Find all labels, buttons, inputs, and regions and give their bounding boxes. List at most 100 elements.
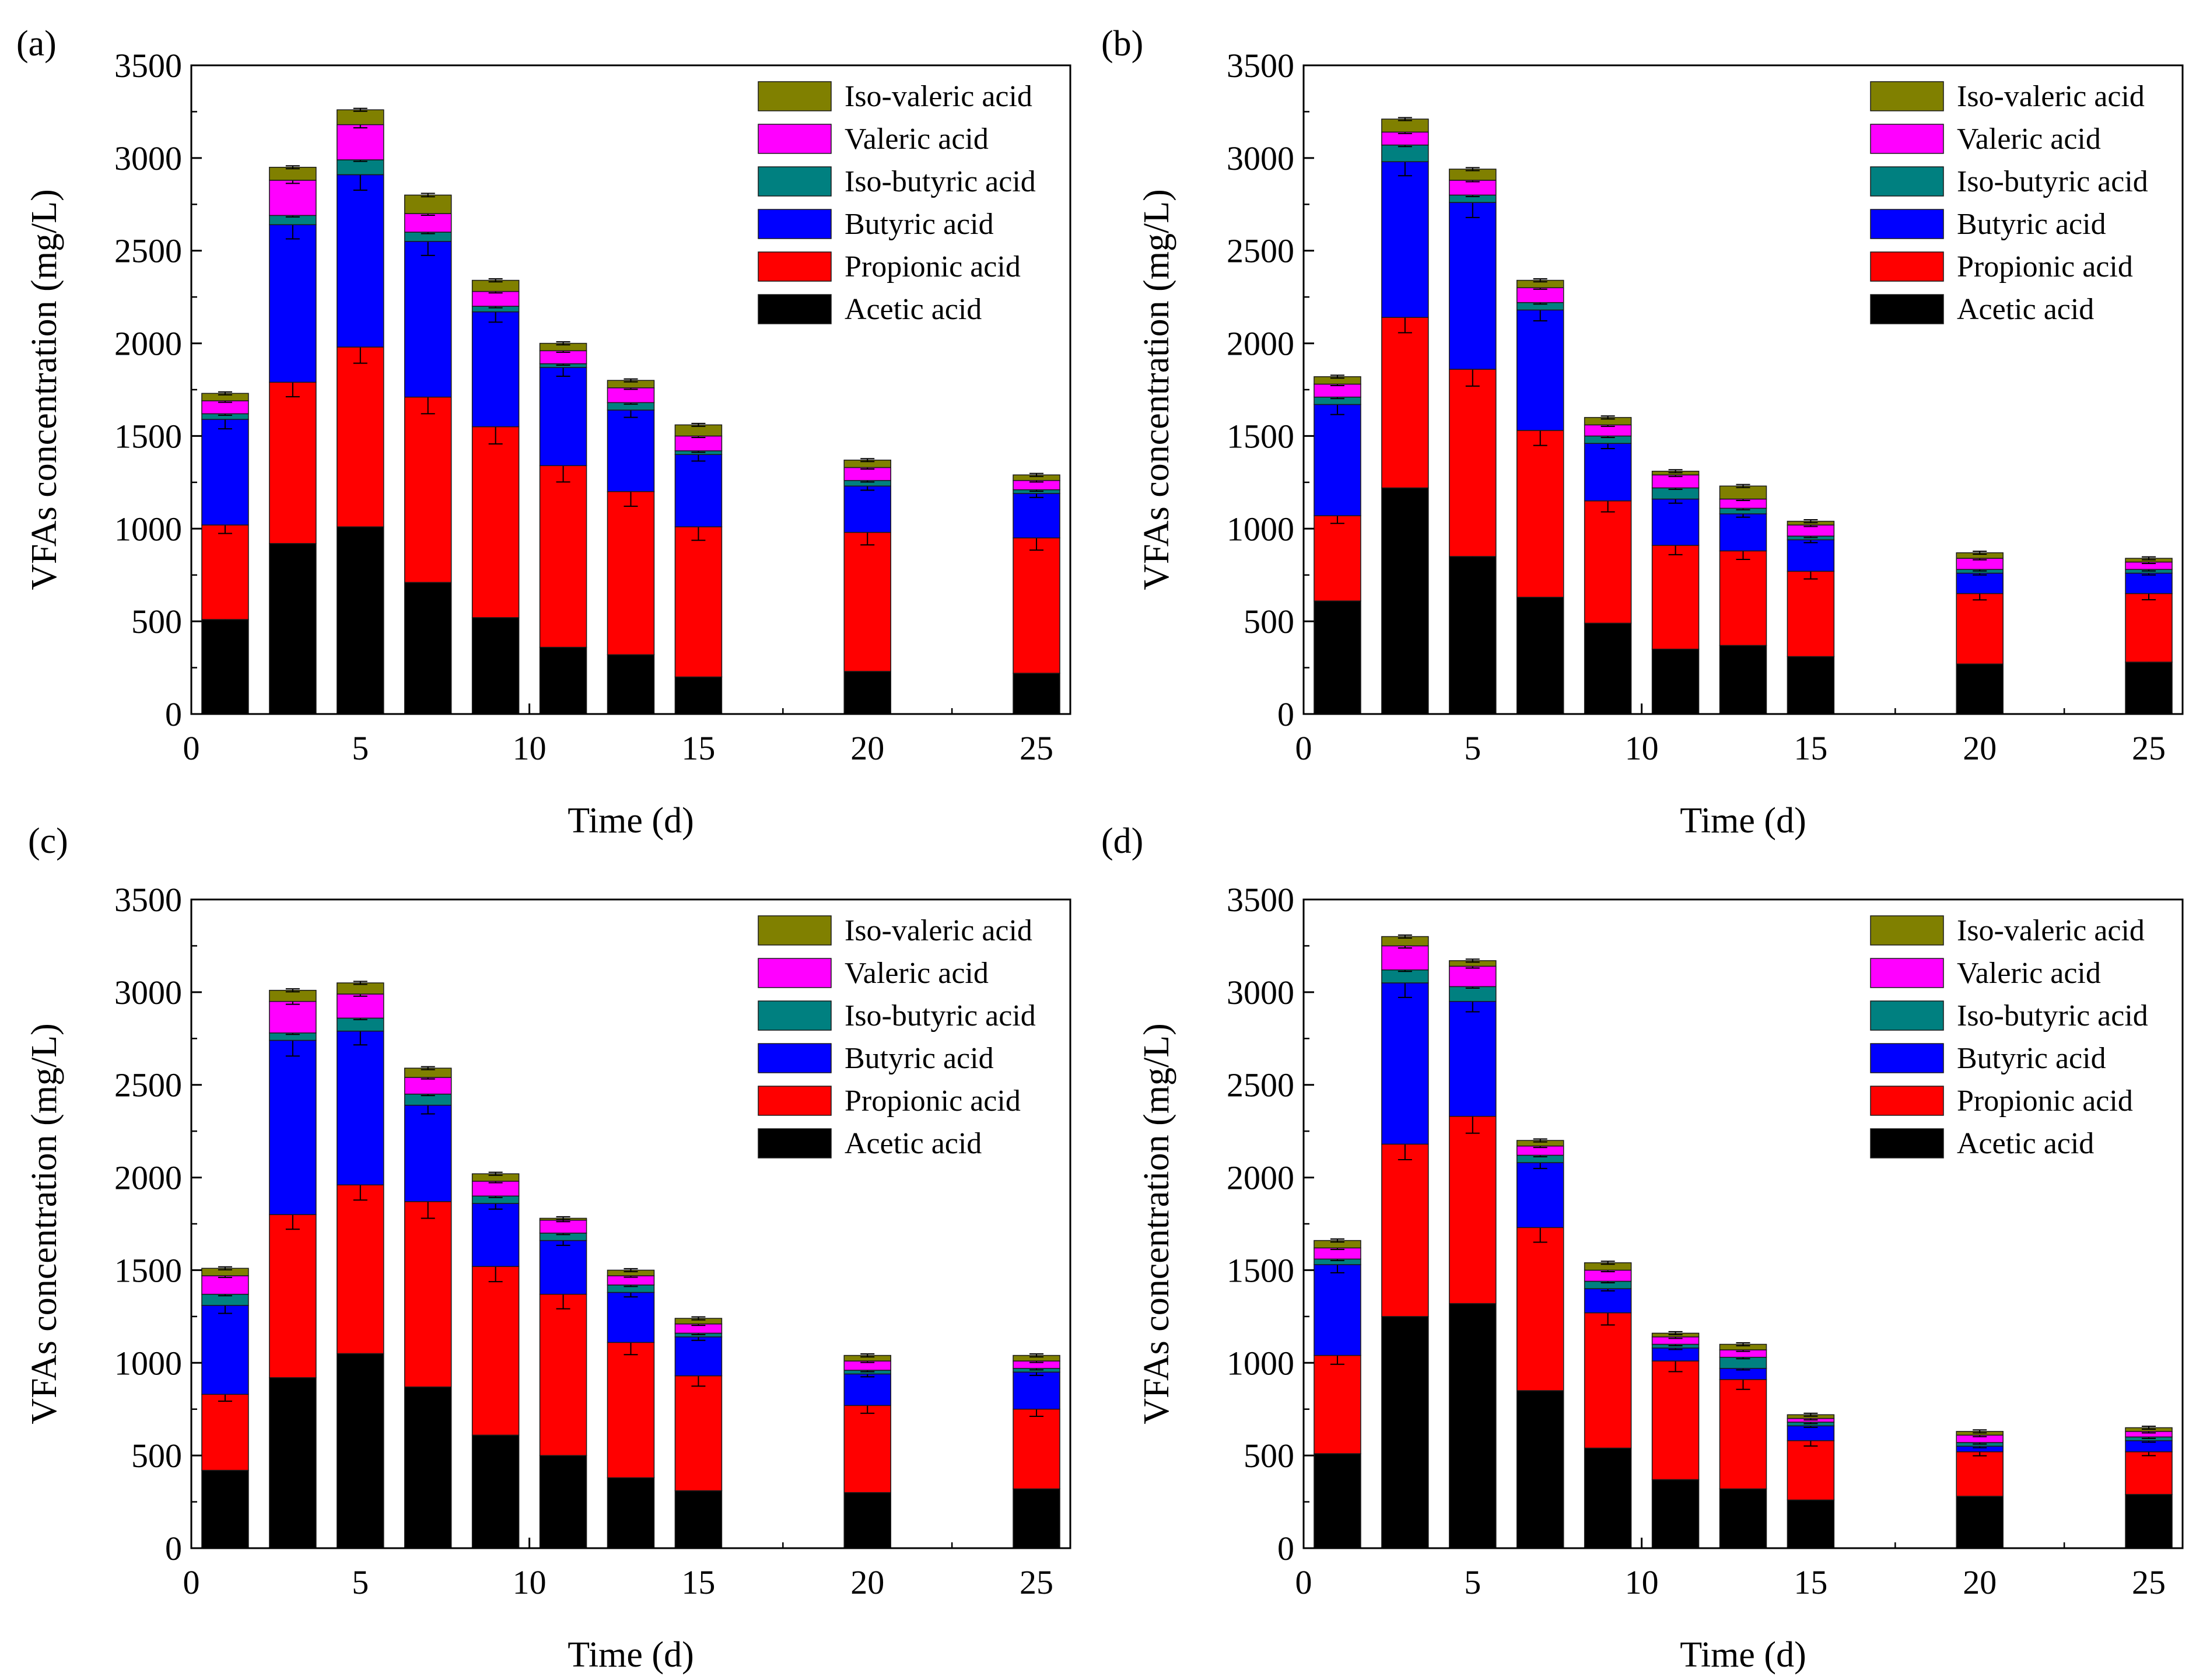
bar-segment — [269, 1000, 317, 1034]
y-tick-label: 3500 — [114, 881, 182, 919]
bar-segment — [337, 1353, 384, 1549]
legend-label: Propionic acid — [845, 250, 1021, 284]
legend-label: Propionic acid — [1957, 250, 2133, 284]
bar-segment — [337, 1030, 384, 1186]
bar-segment — [1584, 443, 1632, 502]
bar-segment — [1381, 1316, 1429, 1549]
bar-segment — [539, 465, 587, 648]
chart-panel-3: (c) 0 500 1000 1500 2000 2500 3000 3500 0 5 10 15 20 2… — [24, 821, 1071, 1675]
bar-segment — [1719, 513, 1767, 552]
legend-label: Iso-butyric acid — [1957, 999, 2148, 1032]
bar-segment — [404, 396, 452, 583]
y-tick-label: 3000 — [114, 974, 182, 1012]
y-tick-label: 0 — [165, 1530, 182, 1567]
bar-segment — [1719, 550, 1767, 646]
bar-segment — [404, 1386, 452, 1549]
x-tick-label: 20 — [850, 1563, 884, 1601]
legend-label: Acetic acid — [845, 1127, 982, 1160]
bar-segment — [269, 180, 317, 216]
x-tick-label: 10 — [513, 1563, 547, 1601]
x-tick-label: 15 — [681, 1563, 715, 1601]
bar-segment — [1719, 1379, 1767, 1490]
legend-swatch — [758, 915, 832, 946]
legend-swatch — [1870, 209, 1944, 239]
bar-segment — [1516, 1390, 1564, 1549]
y-tick-label: 500 — [1244, 603, 1294, 640]
legend-swatch — [1870, 1043, 1944, 1073]
y-tick-label: 0 — [1277, 695, 1294, 733]
bar-segment — [1787, 1440, 1835, 1501]
bar-segment — [1651, 498, 1700, 546]
bar-segment — [1516, 597, 1564, 715]
bar-segment — [539, 1240, 587, 1295]
bar-segment — [1449, 556, 1497, 715]
bar-segment — [843, 1405, 891, 1493]
y-tick-label: 0 — [165, 695, 182, 733]
legend-label: Valeric acid — [1957, 957, 2101, 990]
bar-segment — [1584, 500, 1632, 624]
legend-swatch — [758, 166, 832, 197]
bar-segment — [1381, 1143, 1429, 1317]
bars — [1314, 935, 2173, 1549]
bar-segment — [1449, 202, 1497, 370]
y-axis-title: VFAs concentration (mg/L) — [24, 1023, 64, 1424]
bar-segment — [2125, 1451, 2173, 1495]
bar-segment — [1516, 1162, 1564, 1228]
y-tick-label: 1500 — [114, 1251, 182, 1289]
x-tick-label: 10 — [1625, 729, 1659, 767]
bar-segment — [269, 1214, 317, 1378]
y-tick-label: 1500 — [1227, 417, 1294, 455]
bar-segment — [1013, 537, 1060, 674]
bar-segment — [1314, 404, 1361, 516]
bar-segment — [337, 124, 384, 160]
bar-segment — [1787, 539, 1835, 572]
x-tick-label: 25 — [1020, 1563, 1053, 1601]
x-tick-label: 15 — [681, 729, 715, 767]
bar-segment — [1314, 600, 1361, 715]
y-tick-label: 3500 — [1227, 881, 1294, 919]
y-tick-label: 1000 — [1227, 1344, 1294, 1382]
bar-segment — [404, 241, 452, 398]
y-tick-label: 2000 — [1227, 325, 1294, 363]
bar-segment — [1449, 1000, 1497, 1117]
legend-swatch — [758, 958, 832, 988]
x-tick-label: 15 — [1794, 1563, 1827, 1601]
y-tick-label: 1500 — [114, 417, 182, 455]
y-tick-label: 2500 — [114, 1066, 182, 1104]
legend: Iso-valeric acid Valeric acid Iso-butyric … — [1870, 914, 2148, 1160]
bar-segment — [1381, 982, 1429, 1145]
bar-segment — [1449, 180, 1497, 196]
bar-segment — [1787, 1425, 1835, 1441]
legend: Iso-valeric acid Valeric acid Iso-butyric … — [758, 914, 1036, 1160]
bar-segment — [539, 367, 587, 467]
bar-segment — [337, 109, 384, 125]
bar-segment — [1314, 515, 1361, 601]
bar-segment — [1449, 986, 1497, 1002]
legend-swatch — [1870, 1000, 1944, 1031]
bar-segment — [404, 582, 452, 715]
bar-segment — [1651, 1479, 1700, 1549]
legend-swatch — [758, 1000, 832, 1031]
bar-segment — [1013, 1371, 1060, 1410]
y-tick-label: 1000 — [1227, 510, 1294, 548]
bar-segment — [843, 531, 891, 672]
bar-segment — [1449, 965, 1497, 988]
bar-segment — [674, 526, 723, 678]
bar-segment — [1956, 1451, 2004, 1497]
bar-segment — [1381, 161, 1429, 318]
bar-segment — [607, 1477, 655, 1549]
x-tick-label: 5 — [1464, 729, 1481, 767]
bar-segment — [201, 1275, 249, 1295]
legend-swatch — [758, 1043, 832, 1073]
legend-swatch — [758, 81, 832, 111]
bar-segment — [539, 646, 587, 715]
y-tick-label: 2500 — [114, 232, 182, 270]
bar-segment — [201, 619, 249, 715]
y-tick-label: 0 — [1277, 1530, 1294, 1567]
legend: Iso-valeric acid Valeric acid Iso-butyric … — [1870, 80, 2148, 326]
legend-swatch — [1870, 958, 1944, 988]
x-axis-title: Time (d) — [568, 1635, 694, 1675]
y-tick-label: 3000 — [114, 139, 182, 177]
legend-label: Iso-valeric acid — [1957, 914, 2145, 947]
